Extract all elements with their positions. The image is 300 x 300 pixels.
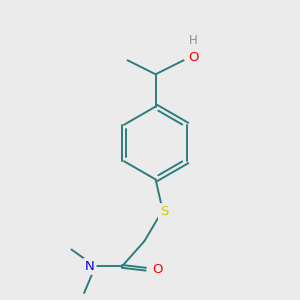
Text: S: S <box>160 205 168 218</box>
Text: O: O <box>188 51 199 64</box>
Text: N: N <box>85 260 94 273</box>
Text: O: O <box>152 263 163 276</box>
Text: H: H <box>189 34 198 46</box>
